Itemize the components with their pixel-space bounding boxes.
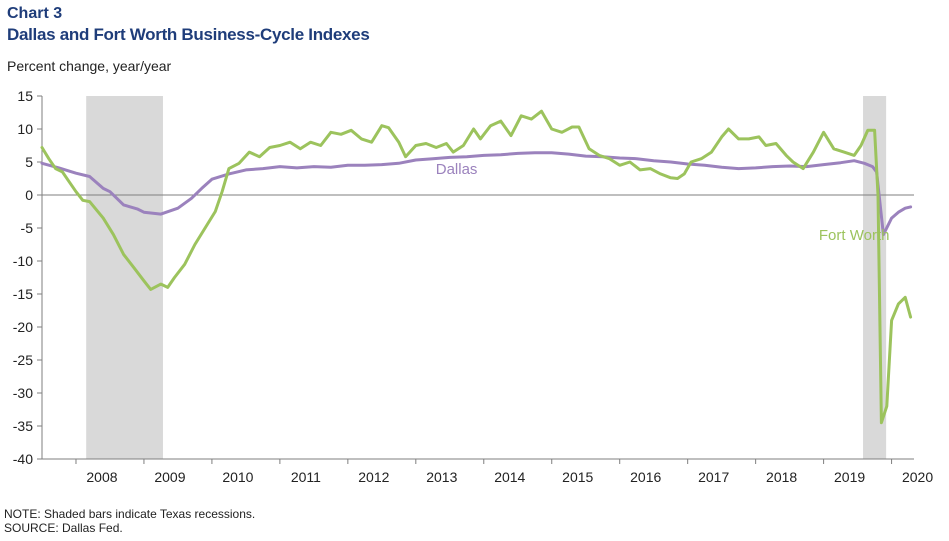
- fort-worth-series-line: [40, 109, 913, 425]
- recession-layer: [86, 96, 887, 459]
- y-tick-label: -35: [13, 418, 33, 434]
- y-tick-label: -25: [13, 352, 33, 368]
- chart-number: Chart 3: [7, 5, 63, 22]
- y-tick-label: 10: [17, 121, 33, 137]
- footer: NOTE: Shaded bars indicate Texas recessi…: [4, 507, 255, 535]
- y-tick-label: 5: [25, 154, 33, 170]
- source-note: SOURCE: Dallas Fed.: [4, 521, 123, 535]
- fort-worth-series-label: Fort Worth: [819, 227, 890, 244]
- x-tick-label: 2008: [86, 469, 117, 485]
- x-tick-label: 2015: [562, 469, 593, 485]
- x-tick-label: 2012: [358, 469, 389, 485]
- x-tick-label: 2018: [766, 469, 797, 485]
- x-tick-label: 2010: [222, 469, 253, 485]
- x-tick-label: 2016: [630, 469, 661, 485]
- x-tick-label: 2011: [291, 469, 321, 485]
- series-layer: [40, 109, 913, 425]
- y-tick-label: -5: [21, 220, 34, 236]
- x-tick-label: 2013: [426, 469, 457, 485]
- y-tick-label: -15: [13, 286, 33, 302]
- y-tick-label: -10: [13, 253, 33, 269]
- title-block: Chart 3 Dallas and Fort Worth Business-C…: [7, 4, 370, 45]
- x-tick-label: 2020: [902, 469, 933, 485]
- y-tick-label: 0: [25, 187, 33, 203]
- y-tick-label: -20: [13, 319, 33, 335]
- y-axis-label: Percent change, year/year: [7, 58, 172, 74]
- axis-layer: 15 10 5 0 -5 -10 -15 -20 -25 -30 -35 -40 2008 2009 201…: [13, 88, 934, 485]
- recession-bar: [86, 96, 163, 459]
- label-layer: Dallas Fort Worth: [436, 161, 890, 244]
- footnote: NOTE: Shaded bars indicate Texas recessi…: [4, 507, 256, 521]
- dallas-series-label: Dallas: [436, 161, 478, 178]
- chart-svg: 15 10 5 0 -5 -10 -15 -20 -25 -30 -35 -40 2008 2009 201…: [13, 88, 934, 485]
- dallas-series-line: [40, 151, 913, 237]
- y-tick-label: -30: [13, 385, 33, 401]
- y-tick-label: -40: [13, 451, 33, 467]
- x-tick-label: 2017: [698, 469, 729, 485]
- y-tick-label: 15: [17, 88, 33, 104]
- x-tick-label: 2019: [834, 469, 865, 485]
- x-tick-label: 2014: [494, 469, 525, 485]
- x-tick-label: 2009: [154, 469, 185, 485]
- chart-title: Dallas and Fort Worth Business-Cycle Ind…: [7, 25, 370, 44]
